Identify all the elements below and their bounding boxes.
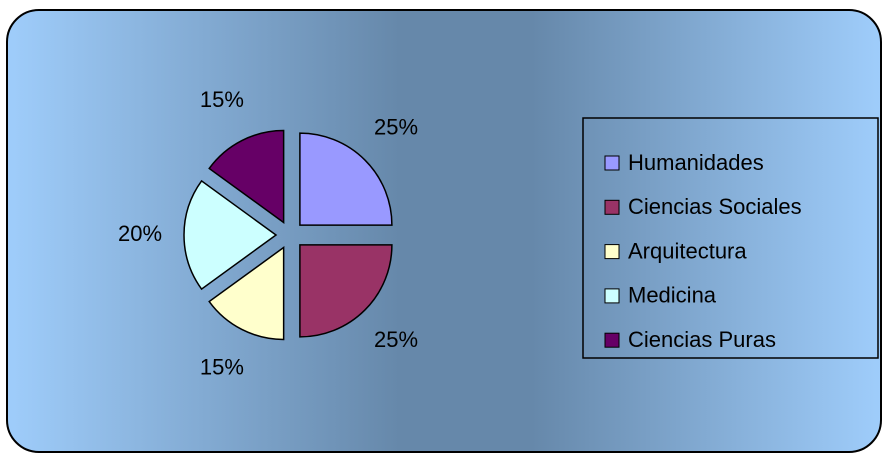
legend-swatch [604,155,620,171]
chart-area [6,9,882,453]
pie-slice [208,246,285,341]
legend-label: Ciencias Puras [628,327,776,352]
pie-slice [208,129,285,224]
data-label: 15% [200,87,244,112]
data-label: 25% [374,327,418,352]
pie-slice [299,244,393,338]
legend-label: Medicina [628,283,717,308]
legend-box [582,117,879,359]
legend-label: Arquitectura [628,238,747,263]
legend-label: Ciencias Sociales [628,194,802,219]
pie-slice [299,132,393,226]
pie-slice [183,179,278,291]
legend-swatch [604,244,620,260]
legend-swatch [604,332,620,348]
legend-swatch [604,288,620,304]
data-label: 20% [118,221,162,246]
data-label: 15% [200,354,244,379]
data-label: 25% [374,115,418,140]
legend-label: Humanidades [628,150,764,175]
legend-swatch [604,199,620,215]
